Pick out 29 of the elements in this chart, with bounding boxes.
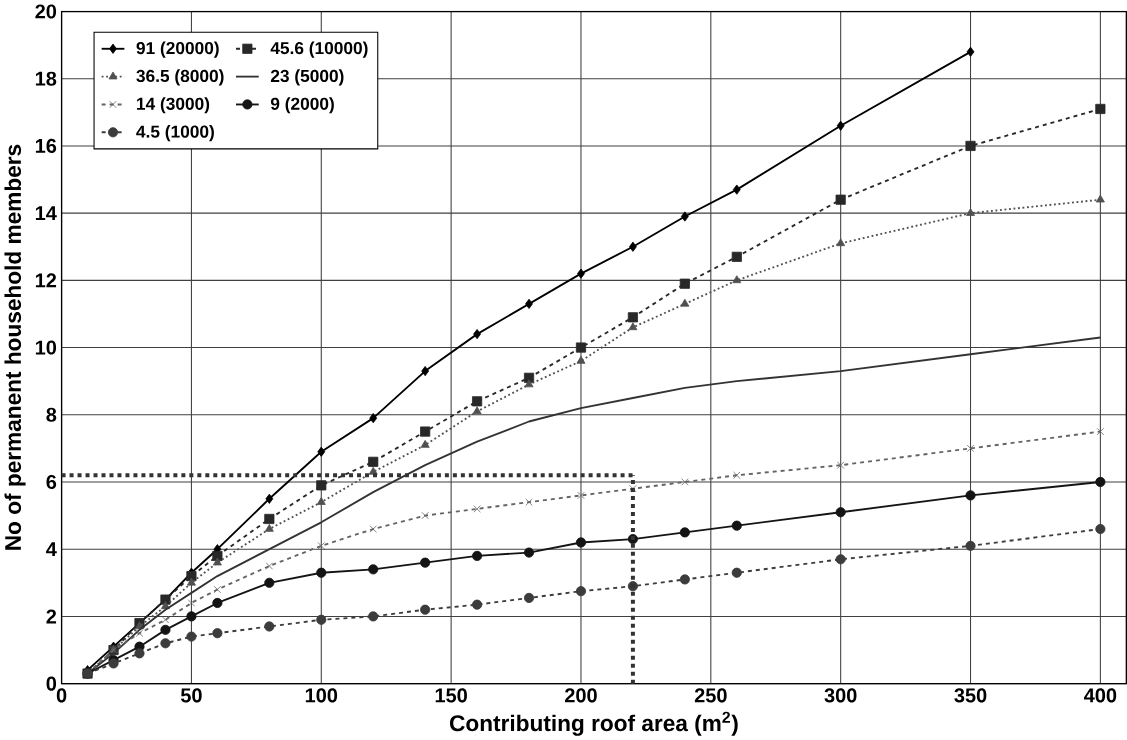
x-tick-label: 250 (694, 688, 727, 703)
x-tick-label: 350 (954, 688, 987, 703)
legend-label: 91 (20000) (136, 41, 219, 58)
y-tick-label: 10 (35, 340, 57, 355)
x-tick-label: 50 (180, 688, 202, 703)
y-tick-label: 16 (35, 138, 57, 153)
legend-label: 45.6 (10000) (270, 41, 368, 58)
x-tick-label: 0 (56, 688, 67, 703)
x-tick-label: 300 (824, 688, 857, 703)
x-tick-label: 400 (1084, 688, 1117, 703)
y-tick-label: 20 (35, 4, 57, 19)
y-tick-label: 4 (46, 542, 57, 556)
y-axis-title: No of permanent household members (4, 144, 26, 550)
legend-label: 36.5 (8000) (136, 69, 224, 86)
y-tick-label: 6 (46, 474, 57, 489)
y-tick-label: 14 (35, 206, 57, 220)
x-tick-label: 100 (305, 688, 338, 703)
x-tick-label: 200 (565, 688, 597, 703)
y-tick-label: 0 (46, 676, 57, 691)
x-tick-label: 150 (435, 688, 467, 703)
y-tick-label: 18 (35, 71, 57, 86)
legend-label: 23 (5000) (270, 69, 344, 86)
y-tick-label: 12 (35, 273, 57, 288)
y-tick-label: 2 (46, 609, 57, 624)
legend-label: 9 (2000) (270, 97, 334, 114)
legend-label: 14 (3000) (137, 97, 210, 114)
y-tick-label: 8 (46, 407, 57, 422)
legend-label: 4.5 (1000) (136, 124, 214, 142)
x-axis-title: Contributing roof area (m$^{2}$) (449, 711, 738, 736)
